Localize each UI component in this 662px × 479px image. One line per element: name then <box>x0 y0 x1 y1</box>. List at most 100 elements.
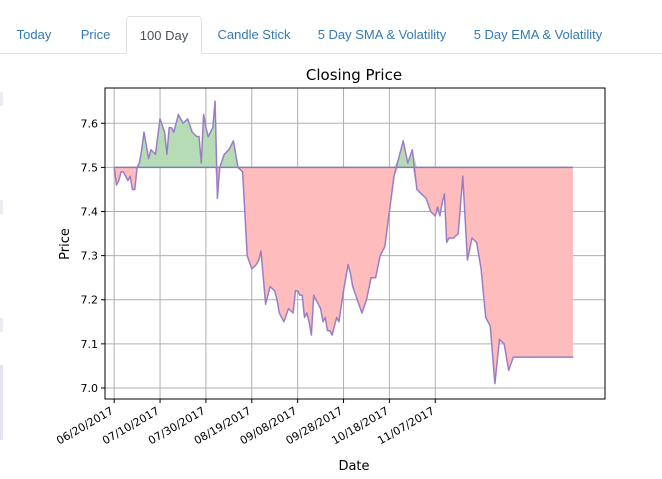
data-point <box>166 153 168 155</box>
data-point <box>115 184 118 186</box>
y-tick-label: 7.6 <box>81 117 99 130</box>
data-point <box>134 188 136 191</box>
tab-price[interactable]: Price <box>80 27 111 42</box>
data-point <box>553 356 556 358</box>
y-axis-label: Price <box>58 228 73 260</box>
tab-bar: Today Price 100 Day Candle Stick 5 Day S… <box>0 0 662 54</box>
data-point <box>338 321 340 323</box>
data-point <box>434 215 436 217</box>
left-edge-strip <box>0 92 3 106</box>
data-point <box>260 250 262 252</box>
data-point <box>303 316 306 318</box>
series-line-close <box>113 100 573 385</box>
y-tick-label: 7.1 <box>81 338 99 351</box>
data-point <box>209 131 212 133</box>
data-point <box>471 237 473 239</box>
data-point <box>120 171 122 173</box>
data-point <box>232 140 235 142</box>
data-point <box>145 144 147 146</box>
tab-candle-stick[interactable]: Candle Stick <box>217 27 291 42</box>
data-point <box>466 259 468 261</box>
data-point <box>141 149 143 151</box>
data-point <box>420 193 423 195</box>
data-point <box>356 299 358 301</box>
data-point <box>498 338 501 341</box>
x-axis-label: Date <box>338 459 369 474</box>
data-point <box>319 307 322 310</box>
data-point <box>113 166 115 169</box>
data-point <box>567 356 569 358</box>
data-point <box>512 356 514 358</box>
data-point <box>439 215 441 217</box>
data-point <box>549 356 551 358</box>
data-point <box>301 294 303 296</box>
y-axis: 7.0 7.1 7.2 7.3 7.4 7.5 7.6 <box>81 117 105 395</box>
tab-100-day[interactable]: 100 Day <box>126 16 202 54</box>
data-point <box>411 149 413 151</box>
data-point <box>393 175 395 177</box>
data-point <box>331 334 333 336</box>
data-point <box>216 197 218 199</box>
data-point <box>457 232 459 235</box>
data-point <box>521 356 524 358</box>
data-point <box>196 135 198 138</box>
data-point <box>475 241 478 243</box>
data-point <box>219 166 221 169</box>
data-point <box>203 113 205 116</box>
data-point <box>402 140 404 142</box>
chart-title: Closing Price <box>306 66 402 84</box>
series-points <box>113 100 574 385</box>
data-point <box>136 166 138 169</box>
data-point <box>122 171 124 173</box>
data-point <box>129 175 131 177</box>
data-point <box>322 321 324 323</box>
data-point <box>533 356 535 358</box>
y-tick-label: 7.5 <box>81 161 99 174</box>
data-point <box>544 356 546 358</box>
data-point <box>198 135 200 138</box>
data-point <box>147 157 150 160</box>
data-point <box>416 188 418 191</box>
data-point <box>453 237 455 239</box>
data-point <box>388 210 391 213</box>
tab-today[interactable]: Today <box>16 27 52 42</box>
data-point <box>462 175 464 177</box>
left-edge-strip <box>0 200 3 214</box>
data-point <box>118 180 120 182</box>
data-point <box>287 307 290 310</box>
y-tick-label: 7.0 <box>81 382 99 395</box>
data-point <box>182 122 184 124</box>
data-point <box>436 206 439 208</box>
data-point <box>200 162 202 164</box>
tab-5-day-sma-volatility[interactable]: 5 Day SMA & Volatility <box>317 27 447 42</box>
data-point <box>310 334 313 336</box>
data-point <box>528 356 530 358</box>
data-point <box>379 255 381 257</box>
data-point <box>292 312 294 314</box>
data-point <box>264 303 267 305</box>
data-point <box>274 290 276 292</box>
tab-5-day-ema-volatility[interactable]: 5 Day EMA & Volatility <box>473 27 603 42</box>
data-point <box>269 285 271 288</box>
data-point <box>127 180 129 182</box>
data-point <box>526 356 528 358</box>
y-tick-label: 7.2 <box>81 294 99 307</box>
data-point <box>349 272 352 274</box>
data-point <box>258 259 260 261</box>
data-point <box>205 127 207 129</box>
data-point <box>430 210 432 213</box>
data-point <box>370 277 372 279</box>
data-point <box>494 382 496 385</box>
data-point <box>278 312 280 314</box>
data-point <box>164 131 166 133</box>
data-point <box>480 268 482 270</box>
data-point <box>531 356 533 358</box>
data-point <box>540 356 542 358</box>
data-point <box>308 321 310 323</box>
data-point <box>138 162 141 164</box>
data-point <box>170 127 173 129</box>
data-point <box>333 325 335 327</box>
data-point <box>508 369 510 371</box>
data-point <box>535 356 537 358</box>
